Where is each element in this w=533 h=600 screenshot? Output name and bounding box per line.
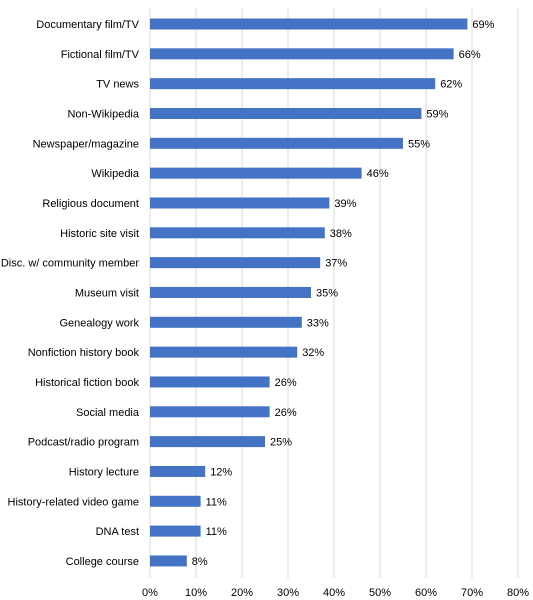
category-label: Fictional film/TV [61,49,140,61]
bar [150,137,403,149]
category-label: History lecture [69,466,139,478]
category-label: Nonfiction history book [28,347,140,359]
x-tick-label: 50% [369,587,391,599]
category-label: Museum visit [75,287,139,299]
value-label: 11% [206,496,227,508]
x-tick-label: 40% [323,587,345,599]
bar [150,555,187,567]
value-label: 37% [325,258,347,270]
category-label: Historic site visit [60,228,139,240]
bar [150,48,454,60]
x-tick-label: 10% [185,587,207,599]
value-label: 11% [206,526,227,538]
bar [150,227,325,239]
x-tick-label: 80% [507,587,529,599]
category-label: History-related video game [8,496,139,508]
category-label: Podcast/radio program [28,437,139,449]
bar [150,78,436,90]
category-label: Genealogy work [60,317,140,329]
value-label: 33% [307,317,329,329]
bar [150,197,330,209]
bar [150,316,302,328]
bar [150,107,422,119]
x-tick-label: 30% [277,587,299,599]
labels: 0% 10% 20% 30% 40% 50% 60% 70% 80% Documentary fi… [1,19,529,599]
bar [150,436,265,448]
category-label: Newspaper/magazine [33,138,139,150]
bar [150,257,321,269]
value-label: 46% [367,168,389,180]
category-label: Documentary film/TV [36,19,139,31]
category-label: TV news [96,79,139,91]
category-label: DNA test [96,526,139,538]
bar [150,495,201,507]
bar [150,167,362,179]
category-label: Historical fiction book [35,377,139,389]
value-label: 26% [275,407,297,419]
value-label: 39% [334,198,356,210]
value-label: 26% [275,377,297,389]
category-label: College course [66,556,139,568]
value-label: 66% [459,49,481,61]
value-label: 62% [440,79,462,91]
x-tick-label: 60% [415,587,437,599]
x-tick-label: 70% [461,587,483,599]
value-label: 32% [302,347,324,359]
gridlines [149,8,519,578]
category-label: Wikipedia [91,168,140,180]
category-label: Non-Wikipedia [67,108,139,120]
value-label: 59% [426,108,448,120]
value-label: 55% [408,138,430,150]
x-tick-label: 0% [142,587,158,599]
bar [150,525,201,537]
category-label: Religious document [42,198,139,210]
bar [150,346,298,358]
bar [150,376,270,388]
bar [150,406,270,418]
category-label: Social media [76,407,140,419]
bar [150,18,468,30]
x-tick-label: 20% [231,587,253,599]
value-label: 38% [330,228,352,240]
value-label: 25% [270,437,292,449]
bar [150,286,311,298]
bar [150,465,206,477]
value-label: 8% [192,556,208,568]
category-label: Disc. w/ community member [1,258,139,270]
bars [150,18,468,567]
value-label: 69% [472,19,494,31]
value-label: 35% [316,287,338,299]
value-label: 12% [210,466,232,478]
